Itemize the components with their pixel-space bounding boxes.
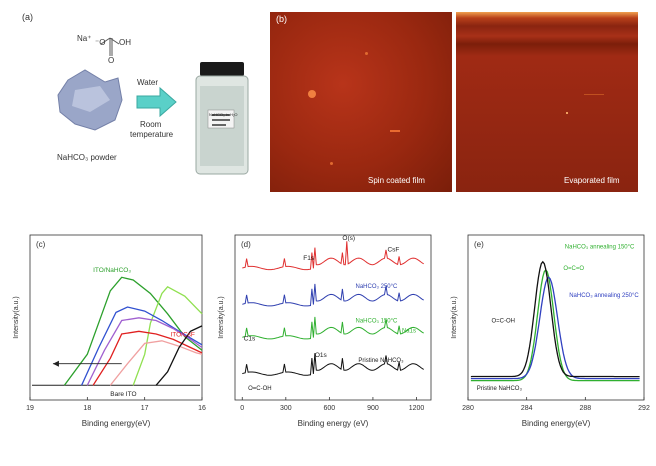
chart-c-annotation: ITO/CsF bbox=[170, 332, 194, 339]
chart-e-x-tick-label: 284 bbox=[521, 405, 533, 412]
chart-e-x-tick-label: 280 bbox=[462, 405, 474, 412]
vial-image bbox=[195, 62, 249, 175]
chart-c-y-axis-label: Intensity(a.u.) bbox=[13, 296, 20, 338]
chart-c-series-line bbox=[81, 306, 203, 386]
chart-e-annotation: NaHCO₃ annealing 250°C bbox=[569, 293, 639, 299]
bicarbonate-structure-icon bbox=[100, 37, 120, 56]
chart-e-panel-letter: (e) bbox=[474, 240, 484, 249]
afm-particle bbox=[584, 94, 604, 95]
chart-d-x-tick-label: 900 bbox=[367, 405, 379, 412]
panel-a-illustration bbox=[57, 37, 249, 175]
chart-c-x-axis-label: Binding energy(eV) bbox=[82, 419, 151, 428]
chart-e-annotation: O=C-OH bbox=[491, 319, 515, 325]
chart-e-annotation: O=C=O bbox=[563, 266, 584, 272]
formula-oh: OH bbox=[119, 38, 131, 47]
chart-d-annotation: NaHCO₃ 150°C bbox=[356, 318, 399, 324]
chart-d-x-axis-label: Binding energy (eV) bbox=[298, 419, 369, 428]
chart-c-series-line bbox=[92, 330, 203, 386]
chart-d-series-line bbox=[242, 316, 424, 340]
chart-c-series-line bbox=[63, 276, 203, 386]
panel-a-letter: (a) bbox=[22, 12, 33, 22]
chart-c-annotation: ITO/NaHCO₃ bbox=[93, 267, 131, 274]
afm-particle bbox=[308, 90, 316, 98]
chart-d-plot-frame bbox=[234, 234, 432, 401]
chart-d-panel-letter: (d) bbox=[241, 240, 251, 249]
chart-c-x-tick-label: 17 bbox=[141, 405, 149, 412]
chart-e-annotation: NaHCO₃ annealing 150°C bbox=[565, 244, 635, 250]
formula-na: Na⁺ bbox=[77, 34, 92, 43]
chart-d-x-tick-label: 600 bbox=[324, 405, 336, 412]
chart-d-annotation: O(s) bbox=[342, 235, 355, 242]
arrow-label-temperature: temperature bbox=[130, 130, 174, 139]
chart-d-x-tick-label: 1200 bbox=[409, 405, 425, 412]
chart-d-annotation: O=C-OH bbox=[248, 386, 272, 392]
chart-d-x-tick-label: 0 bbox=[240, 405, 244, 412]
chart-e-annotation: Pristine NaHCO₃ bbox=[477, 386, 523, 392]
vial-label: NaHCO₃ in H₂O bbox=[209, 112, 238, 117]
formula-anion: ⁻O bbox=[95, 38, 106, 47]
chart-d-annotation: O1s bbox=[315, 352, 328, 359]
evaporated-caption: Evaporated film bbox=[564, 176, 620, 185]
arrow-label-water: Water bbox=[137, 78, 159, 87]
powder-label: NaHCO₃ powder bbox=[57, 153, 117, 162]
chart-c-series-line bbox=[86, 317, 203, 386]
chart-d-y-axis-label: Intensity(a.u.) bbox=[218, 296, 225, 338]
chart-c-x-tick-label: 18 bbox=[83, 405, 91, 412]
afm-particle bbox=[365, 52, 368, 55]
chart-c-annotation: Bare ITO bbox=[110, 391, 136, 398]
chart-c-series-line bbox=[132, 285, 203, 386]
chart-c-x-tick-label: 16 bbox=[198, 405, 206, 412]
formula-o: O bbox=[108, 56, 115, 65]
afm-image-evaporated bbox=[456, 12, 638, 192]
chart-d-series-line bbox=[242, 353, 424, 376]
chart-e-y-axis-label: Intensity(a.u.) bbox=[451, 296, 458, 338]
arrow-label-room: Room bbox=[140, 120, 162, 129]
chart-d-series-line bbox=[242, 241, 424, 271]
chart-d-annotation: Pristine NaHCO₃ bbox=[358, 358, 404, 364]
chart-c: (c) Binding energy(eV) Intensity(a.u.) 19 18… bbox=[13, 234, 206, 428]
chart-e-plot-frame bbox=[467, 234, 645, 401]
chart-e-series-line bbox=[470, 268, 640, 382]
panel-b-letter: (b) bbox=[276, 14, 287, 24]
chart-c-arrow-head-icon bbox=[52, 360, 59, 367]
chart-d-annotation: Na1s bbox=[402, 328, 416, 334]
chart-c-x-tick-label: 19 bbox=[26, 405, 34, 412]
chart-c-series-line bbox=[109, 340, 203, 386]
chart-d-annotation: F1s bbox=[303, 255, 315, 262]
chart-d-series-line bbox=[242, 283, 424, 307]
chart-d-annotation: CsF bbox=[387, 247, 399, 254]
afm-image-spin-coated bbox=[270, 12, 452, 192]
spin-coated-caption: Spin coated film bbox=[368, 176, 425, 185]
chart-e: (e) Binding energy(eV) Intensity(a.u.) 280 2… bbox=[451, 234, 650, 428]
chart-e-x-tick-label: 292 bbox=[638, 405, 650, 412]
chart-d-annotation: NaHCO₃ 250°C bbox=[356, 284, 399, 290]
chart-e-series-line bbox=[470, 260, 640, 378]
chart-e-x-tick-label: 288 bbox=[579, 405, 591, 412]
chart-e-series-line bbox=[470, 276, 640, 380]
chart-d-annotation: C1s bbox=[244, 336, 256, 343]
chart-c-series-line bbox=[155, 325, 203, 386]
afm-particle bbox=[330, 162, 333, 165]
afm-particle bbox=[390, 130, 400, 132]
chart-c-plot-frame bbox=[29, 234, 203, 401]
chart-d: (d) Binding energy (eV) Intensity(a.u.) 0 30… bbox=[218, 234, 432, 428]
process-arrow-icon bbox=[136, 86, 177, 118]
chart-d-x-tick-label: 300 bbox=[280, 405, 292, 412]
afm-particle bbox=[566, 112, 568, 114]
chart-c-panel-letter: (c) bbox=[36, 240, 46, 249]
chart-e-x-axis-label: Binding energy(eV) bbox=[522, 419, 591, 428]
